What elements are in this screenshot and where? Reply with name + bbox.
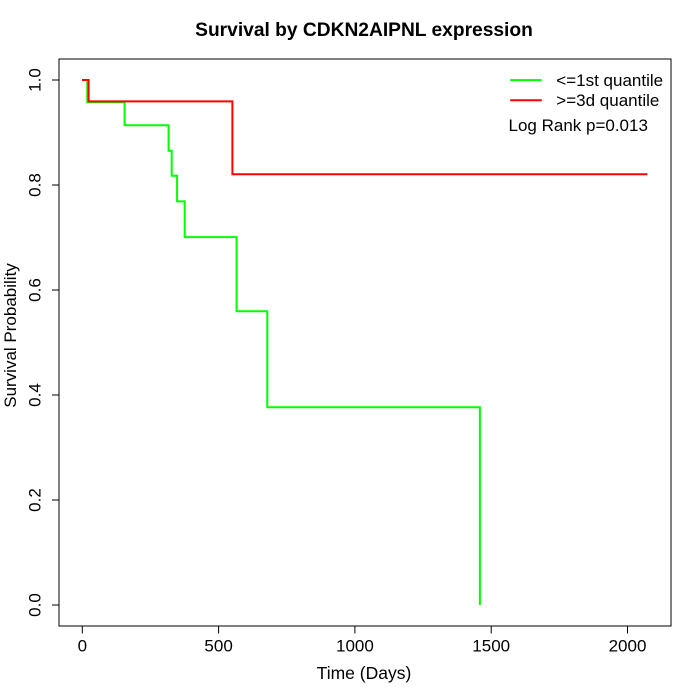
svg-text:Time (Days): Time (Days) xyxy=(317,663,412,683)
svg-text:0.0: 0.0 xyxy=(26,593,45,617)
svg-text:<=1st quantile: <=1st quantile xyxy=(556,71,663,90)
svg-text:Survival by CDKN2AIPNL express: Survival by CDKN2AIPNL expression xyxy=(195,20,533,41)
svg-text:Log Rank p=0.013: Log Rank p=0.013 xyxy=(509,116,648,135)
svg-text:0.6: 0.6 xyxy=(26,278,45,302)
svg-text:0.8: 0.8 xyxy=(26,173,45,197)
svg-text:500: 500 xyxy=(204,637,232,656)
svg-text:Survival Probability: Survival Probability xyxy=(1,263,20,408)
svg-text:0.2: 0.2 xyxy=(26,488,45,512)
svg-text:0.4: 0.4 xyxy=(26,383,45,407)
svg-text:1.0: 1.0 xyxy=(26,68,45,92)
svg-text:1500: 1500 xyxy=(472,637,510,656)
svg-text:>=3d quantile: >=3d quantile xyxy=(556,91,659,110)
svg-text:1000: 1000 xyxy=(336,637,374,656)
svg-text:0: 0 xyxy=(78,637,87,656)
svg-text:2000: 2000 xyxy=(609,637,647,656)
